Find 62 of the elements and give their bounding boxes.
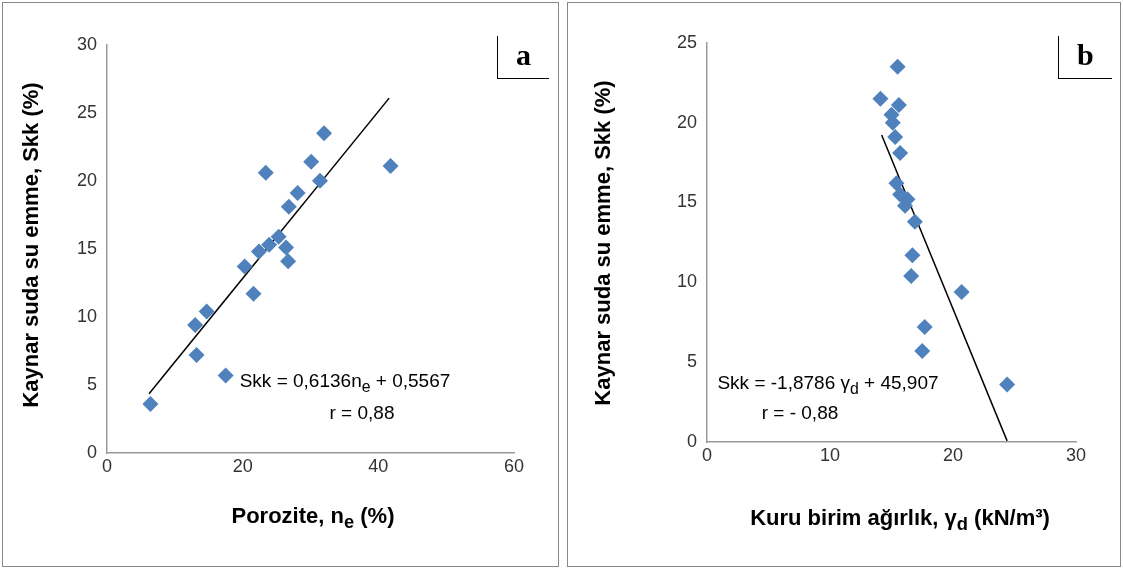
- point: [889, 58, 906, 75]
- y-tick-label: 15: [76, 237, 97, 258]
- point: [188, 347, 205, 364]
- x-tick-label: 10: [819, 444, 841, 465]
- point: [316, 125, 333, 142]
- point: [890, 97, 907, 114]
- y-tick-label: 0: [686, 430, 697, 451]
- y-tick-label: 15: [676, 191, 697, 212]
- y-tick-label: 30: [76, 33, 97, 54]
- annotation: r = - 0,88: [761, 402, 839, 424]
- x-tick-label: 0: [701, 444, 713, 465]
- point: [250, 243, 267, 260]
- point: [892, 144, 909, 161]
- point: [999, 376, 1016, 393]
- x-tick-label: 0: [101, 455, 113, 476]
- x-tick-label: 20: [942, 444, 964, 465]
- point: [261, 236, 278, 253]
- point: [270, 228, 287, 245]
- point: [142, 396, 159, 413]
- point: [280, 198, 297, 215]
- point: [289, 185, 306, 202]
- point: [312, 172, 328, 189]
- point: [278, 239, 295, 256]
- y-axis-title: Kaynar suda su emme, Skk (%): [18, 82, 44, 408]
- y-tick-label: 5: [686, 351, 697, 372]
- annotation: Skk = 0,6136n$_{e}$ + 0,5567: [239, 370, 451, 396]
- point: [914, 342, 931, 359]
- y-tick-label: 10: [676, 271, 697, 292]
- point: [906, 213, 923, 230]
- point: [382, 157, 399, 174]
- point: [257, 164, 274, 181]
- point: [198, 303, 215, 320]
- annotation: b: [1058, 36, 1112, 79]
- annotation: Skk = -1,8786 γ$_{d}$ + 45,907: [717, 372, 939, 398]
- y-axis-title: Kaynar suda su emme, Skk (%): [590, 80, 616, 406]
- y-tick-label: 5: [86, 373, 97, 394]
- point: [904, 247, 921, 264]
- point: [187, 317, 204, 334]
- point: [245, 285, 262, 302]
- y-tick-label: 20: [676, 111, 697, 132]
- y-tick-label: 20: [76, 169, 97, 190]
- x-tick-label: 20: [232, 455, 253, 476]
- x-tick-label: 60: [503, 455, 525, 476]
- y-tick-label: 25: [76, 101, 97, 122]
- point: [888, 175, 905, 192]
- point: [217, 367, 234, 384]
- point: [236, 258, 253, 275]
- point: [280, 253, 297, 270]
- x-axis-title: Kuru birim ağırlık, γ$_{d}$ (kN/m³): [750, 505, 1050, 536]
- annotation: r = 0,88: [329, 402, 395, 424]
- point: [916, 319, 933, 336]
- point: [953, 283, 970, 300]
- point: [872, 90, 889, 107]
- y-tick-label: 25: [676, 31, 697, 52]
- x-tick-label: 40: [368, 455, 389, 476]
- point: [887, 129, 904, 146]
- point: [903, 267, 920, 284]
- y-tick-label: 10: [76, 305, 97, 326]
- x-tick-label: 30: [1065, 444, 1087, 465]
- text: a: [497, 36, 549, 79]
- x-axis-title: Porozite, n$_{e}$ (%): [231, 503, 395, 534]
- point: [303, 153, 320, 170]
